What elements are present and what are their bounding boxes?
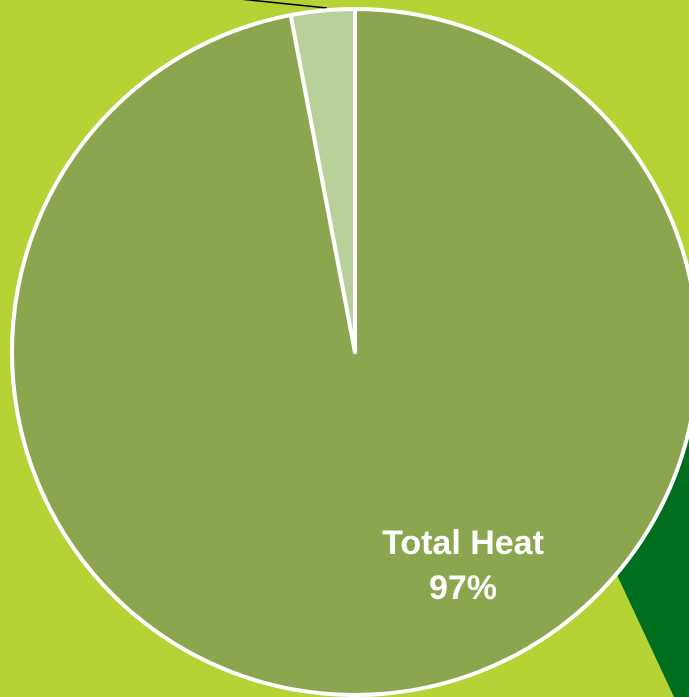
slice-value-label: 97% (429, 569, 497, 607)
leader-line (242, 0, 328, 9)
slice-label: Total Heat (382, 524, 544, 562)
pie-slice (10, 7, 689, 697)
pie (10, 7, 689, 697)
pie-slice (288, 7, 357, 354)
